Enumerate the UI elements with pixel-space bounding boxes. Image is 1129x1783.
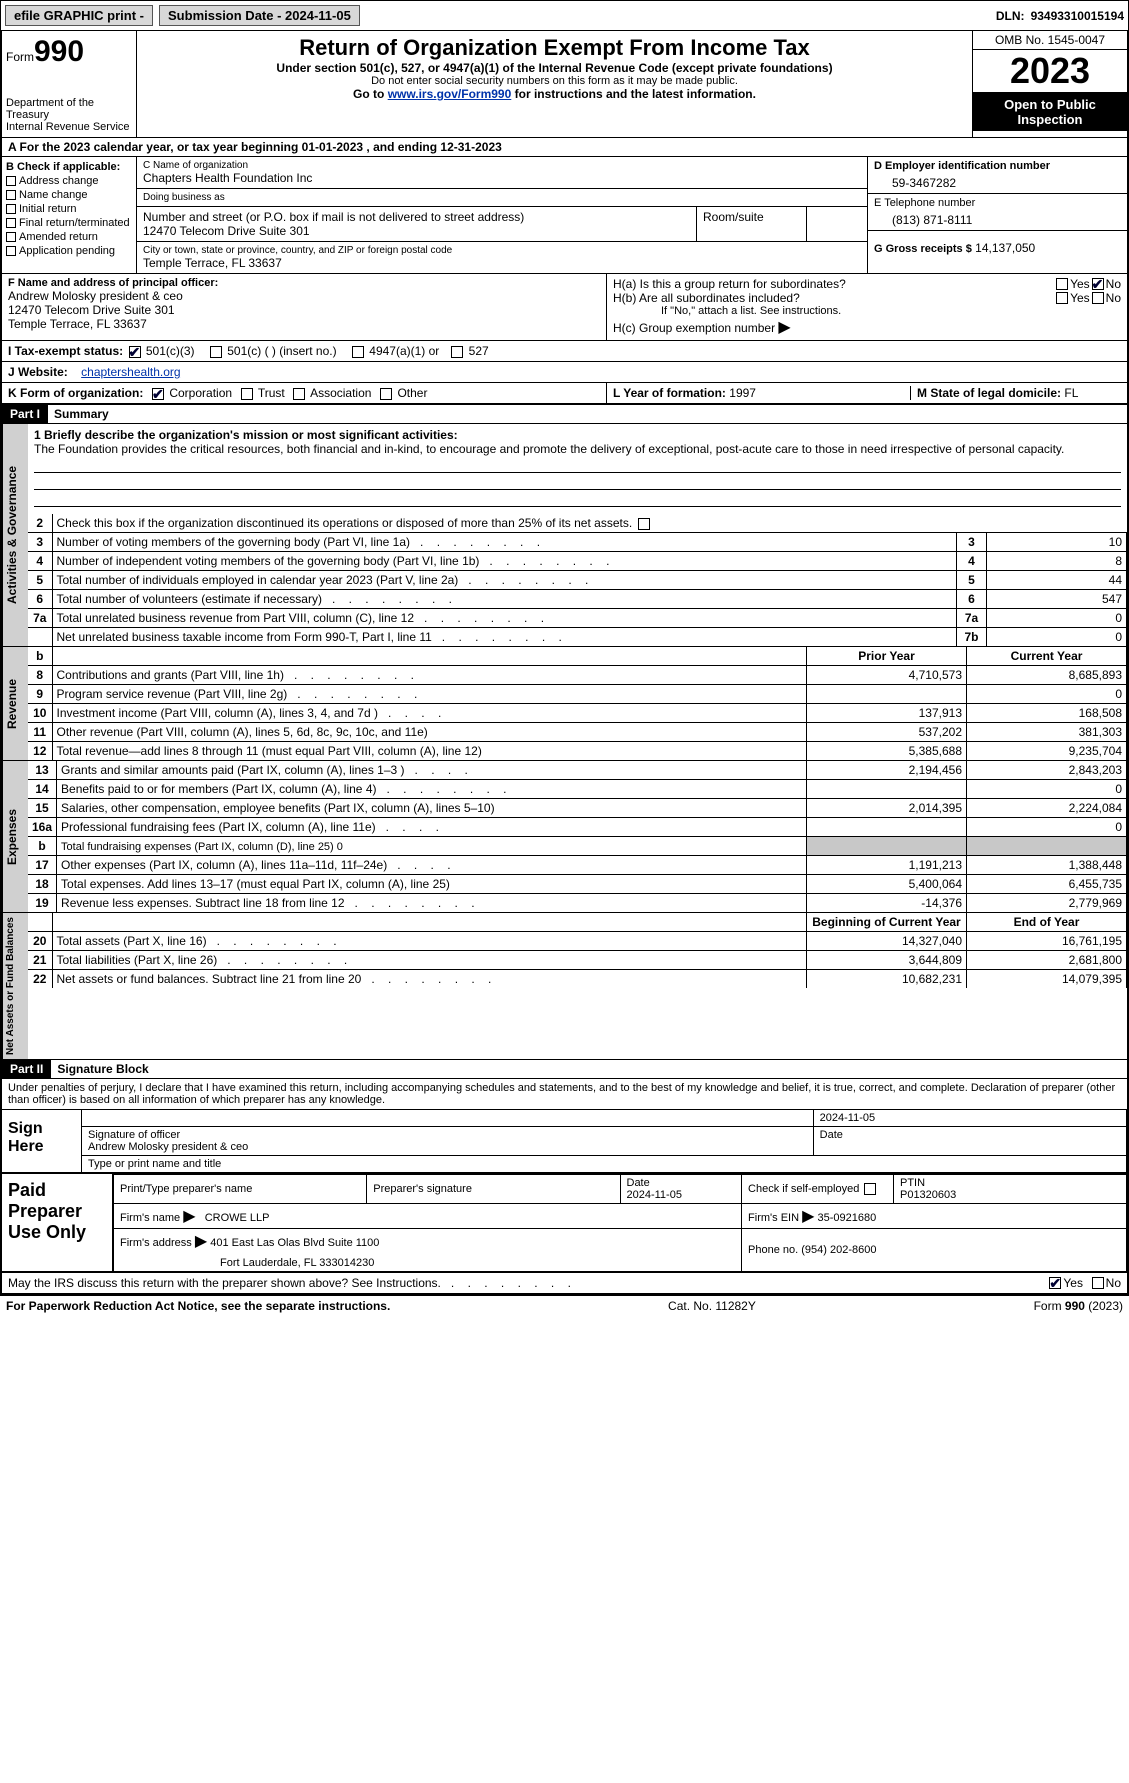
h-a-no[interactable]: [1092, 278, 1104, 290]
section-governance: Activities & Governance 1 Briefly descri…: [2, 424, 1127, 647]
firm-phone: (954) 202-8600: [801, 1244, 876, 1256]
firm-ein: 35-0921680: [817, 1212, 876, 1224]
table-row: 17Other expenses (Part IX, column (A), l…: [28, 856, 1127, 875]
officer-row: F Name and address of principal officer:…: [2, 274, 1127, 341]
section-net-assets: Net Assets or Fund Balances Beginning of…: [2, 913, 1127, 1059]
line-a: A For the 2023 calendar year, or tax yea…: [2, 138, 1127, 157]
part1-header: Part I Summary: [2, 404, 1127, 424]
table-row: 18Total expenses. Add lines 13–17 (must …: [28, 875, 1127, 894]
vtab-governance: Activities & Governance: [2, 424, 28, 646]
box-d: D Employer identification number 59-3467…: [867, 157, 1127, 273]
year-formation: 1997: [729, 386, 756, 400]
topbar: efile GRAPHIC print - Submission Date - …: [0, 0, 1129, 31]
h-a-yes[interactable]: [1056, 278, 1068, 290]
revenue-table: bPrior YearCurrent Year 8Contributions a…: [28, 647, 1127, 760]
h-b-yes[interactable]: [1056, 292, 1068, 304]
subtitle-2: Do not enter social security numbers on …: [143, 75, 966, 87]
table-row: 15Salaries, other compensation, employee…: [28, 799, 1127, 818]
omb-number: OMB No. 1545-0047: [973, 31, 1127, 50]
domicile-state: FL: [1064, 386, 1078, 400]
public-inspection: Open to Public Inspection: [973, 93, 1127, 131]
table-row: bTotal fundraising expenses (Part IX, co…: [28, 837, 1127, 856]
tax-year: 2023: [973, 50, 1127, 93]
ptin: P01320603: [900, 1189, 956, 1201]
table-row: 11Other revenue (Part VIII, column (A), …: [28, 723, 1127, 742]
table-row: 9Program service revenue (Part VIII, lin…: [28, 685, 1127, 704]
table-row: Net unrelated business taxable income fr…: [28, 628, 1127, 647]
table-row: 5Total number of individuals employed in…: [28, 571, 1127, 590]
return-title: Return of Organization Exempt From Incom…: [143, 35, 966, 61]
submission-button[interactable]: Submission Date - 2024-11-05: [159, 5, 360, 26]
efile-button[interactable]: efile GRAPHIC print -: [5, 5, 153, 26]
table-row: 22Net assets or fund balances. Subtract …: [28, 970, 1127, 989]
subtitle-3: Go to www.irs.gov/Form990 for instructio…: [143, 87, 966, 101]
paid-preparer-block: Paid Preparer Use Only Print/Type prepar…: [2, 1174, 1127, 1273]
website-row: J Website: chaptershealth.org: [2, 362, 1127, 383]
form-header: Form990 Department of the Treasury Inter…: [2, 31, 1127, 138]
vtab-net-assets: Net Assets or Fund Balances: [2, 913, 28, 1059]
corp-check[interactable]: [152, 388, 164, 400]
discuss-no[interactable]: [1092, 1277, 1104, 1289]
subtitle-1: Under section 501(c), 527, or 4947(a)(1)…: [143, 61, 966, 75]
city: Temple Terrace, FL 33637: [143, 256, 861, 270]
governance-table: 2Check this box if the organization disc…: [28, 514, 1127, 646]
declaration: Under penalties of perjury, I declare th…: [2, 1079, 1127, 1110]
table-row: 19Revenue less expenses. Subtract line 1…: [28, 894, 1127, 913]
website-link[interactable]: chaptershealth.org: [81, 365, 180, 379]
vtab-revenue: Revenue: [2, 647, 28, 760]
table-row: 7aTotal unrelated business revenue from …: [28, 609, 1127, 628]
dept-label: Department of the Treasury Internal Reve…: [6, 97, 132, 133]
table-row: 14Benefits paid to or for members (Part …: [28, 780, 1127, 799]
net-assets-table: Beginning of Current YearEnd of Year 20T…: [28, 913, 1127, 988]
table-row: 10Investment income (Part VIII, column (…: [28, 704, 1127, 723]
section-expenses: Expenses 13Grants and similar amounts pa…: [2, 761, 1127, 913]
street: 12470 Telecom Drive Suite 301: [143, 224, 690, 238]
vtab-expenses: Expenses: [2, 761, 28, 912]
h-c: H(c) Group exemption number ▶: [613, 317, 1121, 337]
box-c: C Name of organization Chapters Health F…: [137, 157, 867, 273]
tax-status-row: I Tax-exempt status: 501(c)(3) 501(c) ( …: [2, 341, 1127, 362]
section-revenue: Revenue bPrior YearCurrent Year 8Contrib…: [2, 647, 1127, 761]
org-name: Chapters Health Foundation Inc: [143, 171, 861, 185]
form-number: Form990: [6, 35, 132, 69]
footer: For Paperwork Reduction Act Notice, see …: [0, 1295, 1129, 1316]
form-body: Form990 Department of the Treasury Inter…: [0, 31, 1129, 1295]
entity-info: B Check if applicable: Address change Na…: [2, 157, 1127, 274]
org-form-row: K Form of organization: Corporation Trus…: [2, 383, 1127, 404]
ein: 59-3467282: [874, 172, 1121, 190]
table-row: 20Total assets (Part X, line 16)14,327,0…: [28, 932, 1127, 951]
part2-header: Part II Signature Block: [2, 1059, 1127, 1079]
table-row: 4Number of independent voting members of…: [28, 552, 1127, 571]
discuss-yes[interactable]: [1049, 1277, 1061, 1289]
officer-signature: Andrew Molosky president & ceo: [88, 1141, 807, 1153]
expenses-table: 13Grants and similar amounts paid (Part …: [28, 761, 1127, 912]
table-row: 8Contributions and grants (Part VIII, li…: [28, 666, 1127, 685]
table-row: 16aProfessional fundraising fees (Part I…: [28, 818, 1127, 837]
irs-link[interactable]: www.irs.gov/Form990: [388, 87, 512, 101]
sign-block: Sign Here 2024-11-05 Signature of office…: [2, 1110, 1127, 1174]
table-row: 13Grants and similar amounts paid (Part …: [28, 761, 1127, 780]
firm-name: CROWE LLP: [205, 1212, 270, 1224]
gross-receipts: 14,137,050: [975, 241, 1035, 255]
phone: (813) 871-8111: [874, 209, 1121, 227]
firm-address: 401 East Las Olas Blvd Suite 1100: [210, 1237, 379, 1249]
table-row: 6Total number of volunteers (estimate if…: [28, 590, 1127, 609]
h-b-no[interactable]: [1092, 292, 1104, 304]
mission-text: The Foundation provides the critical res…: [34, 442, 1121, 456]
dln-label: DLN:: [996, 9, 1025, 23]
officer-name: Andrew Molosky president & ceo: [8, 289, 600, 303]
discuss-row: May the IRS discuss this return with the…: [2, 1273, 1127, 1293]
box-b: B Check if applicable: Address change Na…: [2, 157, 137, 273]
501c3-check[interactable]: [129, 346, 141, 358]
table-row: 3Number of voting members of the governi…: [28, 533, 1127, 552]
table-row: 21Total liabilities (Part X, line 26)3,6…: [28, 951, 1127, 970]
table-row: 12Total revenue—add lines 8 through 11 (…: [28, 742, 1127, 761]
dln-value: 93493310015194: [1031, 9, 1124, 23]
